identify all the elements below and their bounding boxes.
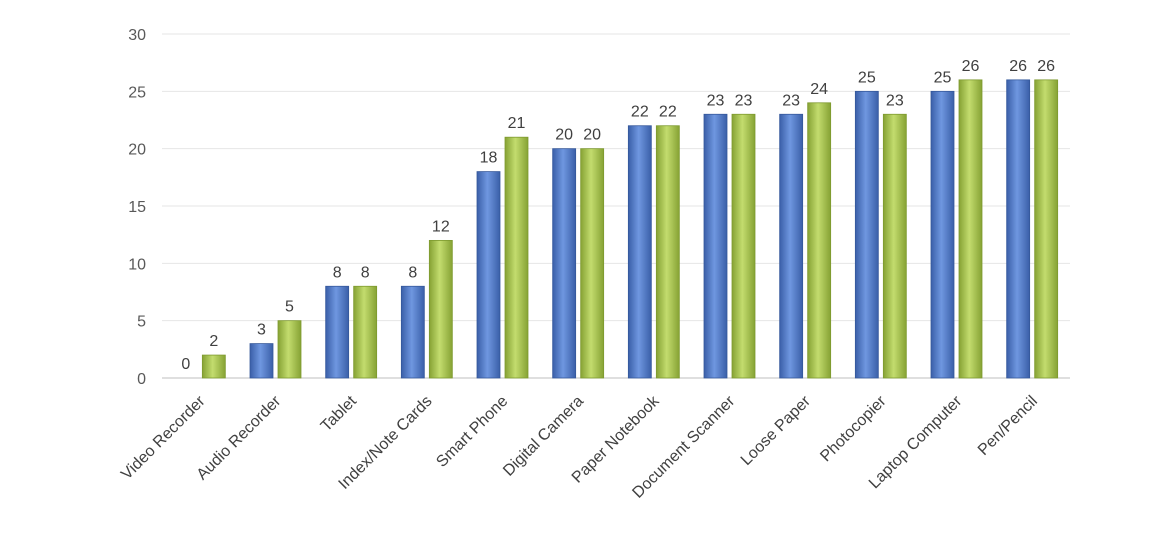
bar-2-laptop-computer (958, 79, 983, 379)
data-label: 8 (361, 264, 370, 281)
data-label: 18 (480, 150, 498, 167)
data-label: 0 (181, 356, 190, 373)
x-category-label: Smart Phone (433, 393, 511, 471)
y-tick-label: 5 (137, 314, 146, 331)
y-tick-label: 20 (128, 142, 146, 159)
bar-2-audio-recorder (277, 320, 302, 379)
data-label: 20 (583, 127, 601, 144)
bar-1-pen-pencil (1006, 79, 1031, 379)
bar-2-paper-notebook (655, 125, 680, 379)
y-axis-tick-labels: 0 5 10 15 20 25 30 (128, 27, 146, 388)
data-label: 26 (962, 58, 980, 75)
y-tick-label: 10 (128, 256, 146, 273)
data-label: 25 (858, 69, 876, 86)
data-label: 23 (735, 92, 753, 109)
data-label: 24 (810, 81, 828, 98)
x-category-label: Tablet (318, 392, 361, 435)
data-label: 20 (555, 127, 573, 144)
bar-1-paper-notebook (627, 125, 652, 379)
bar-2-document-scanner (731, 113, 756, 379)
data-label: 23 (707, 92, 725, 109)
y-tick-label: 0 (137, 371, 146, 388)
data-label: 22 (659, 104, 677, 121)
bar-2-photocopier (882, 113, 907, 379)
bar-2-video-recorder (201, 354, 226, 379)
bar-1-laptop-computer (930, 90, 955, 379)
data-label: 8 (333, 264, 342, 281)
bar-2-digital-camera (580, 148, 605, 379)
data-label: 25 (934, 69, 952, 86)
y-tick-label: 15 (128, 199, 146, 216)
x-category-label: Pen/Pencil (975, 393, 1041, 459)
data-label: 8 (408, 264, 417, 281)
x-category-label: Loose Paper (738, 392, 815, 469)
bar-1-index-note-cards (400, 285, 425, 379)
data-label: 5 (285, 299, 294, 316)
bar-1-photocopier (854, 90, 879, 379)
bar-1-tablet (325, 285, 350, 379)
x-category-label: Digital Camera (500, 393, 587, 480)
data-label: 22 (631, 104, 649, 121)
data-label: 26 (1037, 58, 1055, 75)
bar-1-document-scanner (703, 113, 728, 379)
data-label: 3 (257, 322, 266, 339)
bars (201, 79, 1059, 379)
bar-2-index-note-cards (428, 239, 453, 379)
bar-2-smart-phone (504, 136, 529, 379)
bar-1-digital-camera (552, 148, 577, 379)
bar-2-loose-paper (807, 102, 832, 379)
bar-1-audio-recorder (249, 343, 274, 379)
x-category-label: Photocopier (817, 392, 890, 465)
y-tick-label: 25 (128, 84, 146, 101)
gridlines (162, 33, 1070, 379)
data-label: 21 (508, 115, 526, 132)
bar-1-loose-paper (779, 113, 804, 379)
data-label: 2 (209, 333, 218, 350)
bar-1-smart-phone (476, 171, 501, 379)
data-label: 23 (886, 92, 904, 109)
bar-2-pen-pencil (1034, 79, 1059, 379)
y-tick-label: 30 (128, 27, 146, 44)
bar-2-tablet (353, 285, 378, 379)
data-label: 12 (432, 218, 450, 235)
data-label: 26 (1009, 58, 1027, 75)
data-label: 23 (782, 92, 800, 109)
